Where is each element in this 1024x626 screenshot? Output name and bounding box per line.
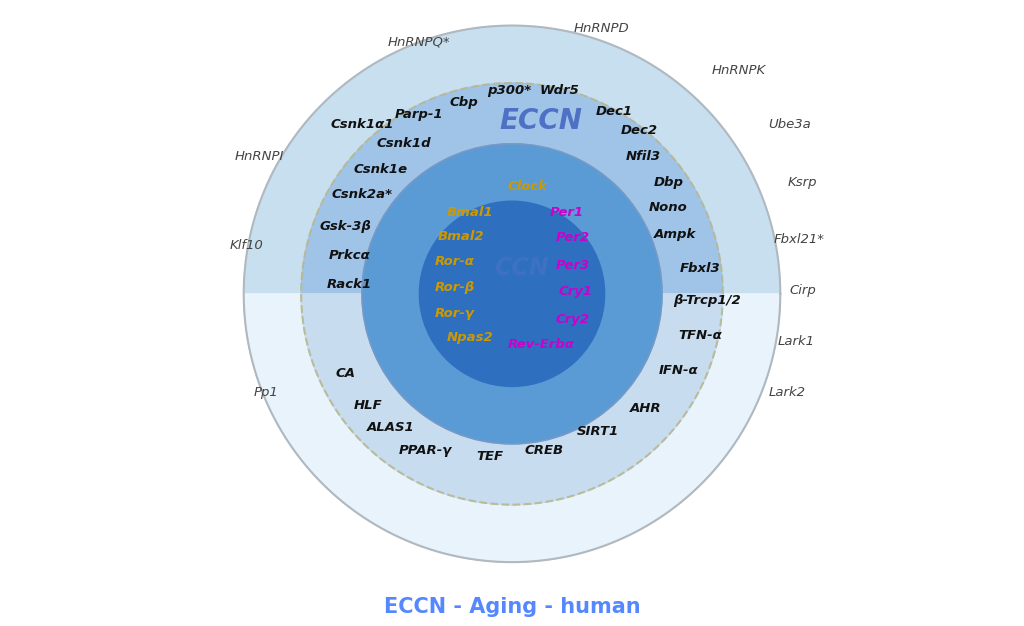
Text: ECCN: ECCN <box>500 108 583 135</box>
Text: Prkcα: Prkcα <box>329 249 370 262</box>
Text: Rack1: Rack1 <box>327 278 372 290</box>
Text: Bmal1: Bmal1 <box>447 205 494 218</box>
Text: Cry1: Cry1 <box>559 285 593 299</box>
Text: Per3: Per3 <box>556 259 590 272</box>
Text: Ror-α: Ror-α <box>434 255 474 269</box>
Text: Ksrp: Ksrp <box>787 175 817 188</box>
Text: Bmal2: Bmal2 <box>437 230 484 243</box>
Circle shape <box>244 26 780 562</box>
Text: Csnk1e: Csnk1e <box>354 163 409 176</box>
Text: Per1: Per1 <box>549 205 584 218</box>
Text: CREB: CREB <box>524 444 563 457</box>
Text: HnRNPI: HnRNPI <box>234 150 285 163</box>
Text: HnRNPQ*: HnRNPQ* <box>388 35 451 48</box>
Text: ALAS1: ALAS1 <box>367 421 415 434</box>
Text: Per2: Per2 <box>556 231 590 244</box>
Text: Dec1: Dec1 <box>596 105 633 118</box>
Text: TEF: TEF <box>476 450 503 463</box>
Text: CA: CA <box>336 367 356 380</box>
Text: Gsk-3β: Gsk-3β <box>319 220 372 233</box>
Text: Klf10: Klf10 <box>230 239 264 252</box>
Text: ECCN - Aging - human: ECCN - Aging - human <box>384 597 640 617</box>
Text: IFN-α: IFN-α <box>658 364 698 377</box>
Text: Ror-γ: Ror-γ <box>434 307 474 319</box>
Text: Cirp: Cirp <box>790 284 816 297</box>
Text: Clock: Clock <box>508 180 548 193</box>
Text: Cbp: Cbp <box>450 96 478 109</box>
Text: Csnk1α1: Csnk1α1 <box>330 118 393 131</box>
Text: Lark1: Lark1 <box>778 336 815 348</box>
Text: Fbxl21*: Fbxl21* <box>774 233 825 246</box>
Text: Ube3a: Ube3a <box>768 118 811 131</box>
Text: Ampk: Ampk <box>653 228 696 241</box>
Circle shape <box>420 201 604 386</box>
Text: Nfil3: Nfil3 <box>626 150 660 163</box>
Text: TFN-α: TFN-α <box>679 329 722 342</box>
Text: Fbxl3: Fbxl3 <box>680 262 721 275</box>
Text: PPAR-γ: PPAR-γ <box>399 444 453 457</box>
Text: SIRT1: SIRT1 <box>578 424 620 438</box>
Circle shape <box>301 83 723 505</box>
Text: Parp-1: Parp-1 <box>395 108 443 121</box>
Text: CCN: CCN <box>495 256 549 280</box>
Text: Ror-β: Ror-β <box>434 281 475 294</box>
Text: Cry2: Cry2 <box>556 313 590 326</box>
Text: HnRNPK: HnRNPK <box>712 64 766 77</box>
Text: HLF: HLF <box>354 399 383 412</box>
Text: Dbp: Dbp <box>653 175 683 188</box>
Circle shape <box>361 144 663 444</box>
Polygon shape <box>301 294 723 505</box>
Text: Csnk1d: Csnk1d <box>376 137 431 150</box>
Text: AHR: AHR <box>631 403 662 415</box>
Text: Lark2: Lark2 <box>768 386 805 399</box>
Text: β-Trcp1/2: β-Trcp1/2 <box>673 294 740 307</box>
Text: Pp1: Pp1 <box>254 386 279 399</box>
Polygon shape <box>244 294 780 562</box>
Text: Rev-Erbα: Rev-Erbα <box>507 339 574 351</box>
Text: HnRNPD: HnRNPD <box>573 23 630 35</box>
Text: Dec2: Dec2 <box>622 125 658 138</box>
Text: Npas2: Npas2 <box>447 331 494 344</box>
Text: p300*: p300* <box>486 85 530 97</box>
Text: Csnk2a*: Csnk2a* <box>332 188 392 202</box>
Text: Wdr5: Wdr5 <box>540 85 580 97</box>
Text: Nono: Nono <box>649 201 688 214</box>
